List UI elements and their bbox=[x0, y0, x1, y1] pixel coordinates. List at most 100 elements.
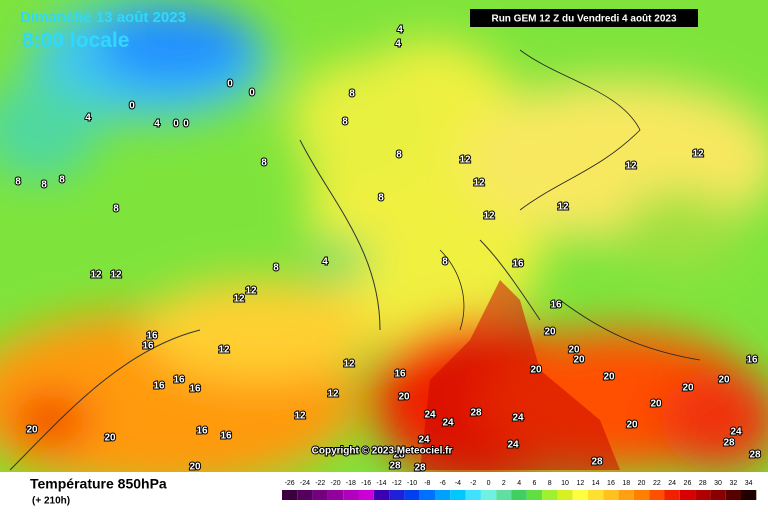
legend-swatch bbox=[496, 490, 512, 500]
contour-label: 12 bbox=[327, 389, 339, 400]
legend-level: -12 bbox=[392, 480, 402, 487]
legend-level: -22 bbox=[315, 480, 325, 487]
legend-swatch bbox=[343, 490, 359, 500]
legend-level: 32 bbox=[729, 480, 737, 487]
legend-swatch bbox=[633, 490, 650, 500]
contour-label: 12 bbox=[218, 345, 230, 356]
legend-level: 10 bbox=[561, 480, 569, 487]
contour-label: 24 bbox=[512, 413, 524, 424]
contour-label: 28 bbox=[393, 450, 405, 461]
coastline bbox=[439, 49, 701, 361]
contour-label: 4 bbox=[397, 25, 403, 36]
contour-label: 12 bbox=[343, 359, 355, 370]
contour-label: 20 bbox=[626, 420, 638, 431]
contour-label: 16 bbox=[220, 431, 232, 442]
run-box bbox=[470, 9, 698, 27]
contour-label: 12 bbox=[483, 211, 495, 222]
contour-label: 16 bbox=[746, 355, 758, 366]
legend-swatch bbox=[312, 490, 328, 500]
legend-level: 24 bbox=[668, 480, 676, 487]
legend-level: -24 bbox=[300, 480, 310, 487]
contour-label: 8 bbox=[342, 117, 348, 128]
legend-level: -16 bbox=[361, 480, 371, 487]
legend-level: 20 bbox=[638, 480, 646, 487]
legend-level: -4 bbox=[455, 480, 461, 487]
contour-label: 24 bbox=[418, 435, 430, 446]
legend-swatch bbox=[588, 490, 604, 500]
contour-label: 16 bbox=[146, 331, 158, 342]
legend-level: 12 bbox=[576, 480, 584, 487]
legend-swatch bbox=[450, 490, 466, 500]
legend-swatch bbox=[465, 490, 481, 500]
legend-swatch bbox=[725, 490, 741, 500]
legend-level: 34 bbox=[745, 480, 753, 487]
contour-label: 28 bbox=[591, 457, 603, 468]
contour-label: 20 bbox=[650, 399, 662, 410]
legend-level: 28 bbox=[699, 480, 707, 487]
contour-label: 0 bbox=[173, 119, 179, 130]
contour-label: 8 bbox=[273, 263, 279, 274]
contour-label: 12 bbox=[473, 178, 485, 189]
contour-label: 4 bbox=[85, 113, 91, 124]
contour-label: 8 bbox=[113, 204, 119, 215]
contour-label: 16 bbox=[550, 300, 562, 311]
legend-swatch bbox=[373, 490, 390, 500]
legend-swatch bbox=[389, 490, 405, 500]
legend-level: 30 bbox=[714, 480, 722, 487]
legend-swatch bbox=[282, 490, 298, 500]
contour-label: 24 bbox=[424, 410, 436, 421]
legend-swatch bbox=[679, 490, 696, 500]
contour-label: 16 bbox=[512, 259, 524, 270]
legend-swatch bbox=[695, 490, 711, 500]
contour-label: 8 bbox=[41, 180, 47, 191]
contour-label: 12 bbox=[233, 294, 245, 305]
legend-level: -20 bbox=[330, 480, 340, 487]
legend-swatch bbox=[649, 490, 665, 500]
contour-label: 20 bbox=[568, 345, 580, 356]
contour-label: 12 bbox=[90, 270, 102, 281]
contour-label: 24 bbox=[507, 440, 519, 451]
legend-swatch bbox=[511, 490, 527, 500]
contour-label: 8 bbox=[15, 177, 21, 188]
legend-level: 8 bbox=[548, 480, 552, 487]
contour-label: 20 bbox=[189, 462, 201, 473]
contour-label: 28 bbox=[470, 408, 482, 419]
legend-swatch bbox=[618, 490, 634, 500]
contour-label: 20 bbox=[530, 365, 542, 376]
date: Dimanche 13 août 2023 bbox=[20, 9, 186, 26]
contour-label: 16 bbox=[173, 375, 185, 386]
contour-label: 0 bbox=[249, 88, 255, 99]
legend-level: -14 bbox=[376, 480, 386, 487]
legend-level: 6 bbox=[532, 480, 536, 487]
lead-time: (+ 210h) bbox=[32, 496, 70, 507]
legend-level: 22 bbox=[653, 480, 661, 487]
legend-level: 0 bbox=[487, 480, 491, 487]
legend-level: 4 bbox=[517, 480, 521, 487]
contour-label: 16 bbox=[394, 369, 406, 380]
legend-level: -26 bbox=[285, 480, 295, 487]
contour-label: 20 bbox=[573, 355, 585, 366]
contour-label: 28 bbox=[749, 450, 761, 461]
contour-label: 4 bbox=[154, 119, 160, 130]
contour-label: 12 bbox=[459, 155, 471, 166]
legend-level: -8 bbox=[424, 480, 430, 487]
legend-level: 14 bbox=[592, 480, 600, 487]
legend-swatch bbox=[710, 490, 726, 500]
legend-level: 2 bbox=[502, 480, 506, 487]
legend-swatch bbox=[526, 490, 543, 500]
contour bbox=[9, 139, 541, 471]
legend-level: -18 bbox=[346, 480, 356, 487]
contour-label: 16 bbox=[196, 426, 208, 437]
contour-label: 24 bbox=[442, 418, 454, 429]
time: 8:00 locale bbox=[22, 29, 129, 52]
contour-label: 16 bbox=[153, 381, 165, 392]
contour-label: 24 bbox=[730, 427, 742, 438]
color-legend: -26 -24 -22 -20 -18 -16 -14 -12 -10 -8 -6 -4 -2 0 2 4 6 8… bbox=[282, 480, 757, 500]
contour-label: 4 bbox=[322, 257, 328, 268]
legend-swatch bbox=[741, 490, 757, 500]
contour-label: 8 bbox=[396, 150, 402, 161]
temperature-field bbox=[0, 0, 768, 490]
